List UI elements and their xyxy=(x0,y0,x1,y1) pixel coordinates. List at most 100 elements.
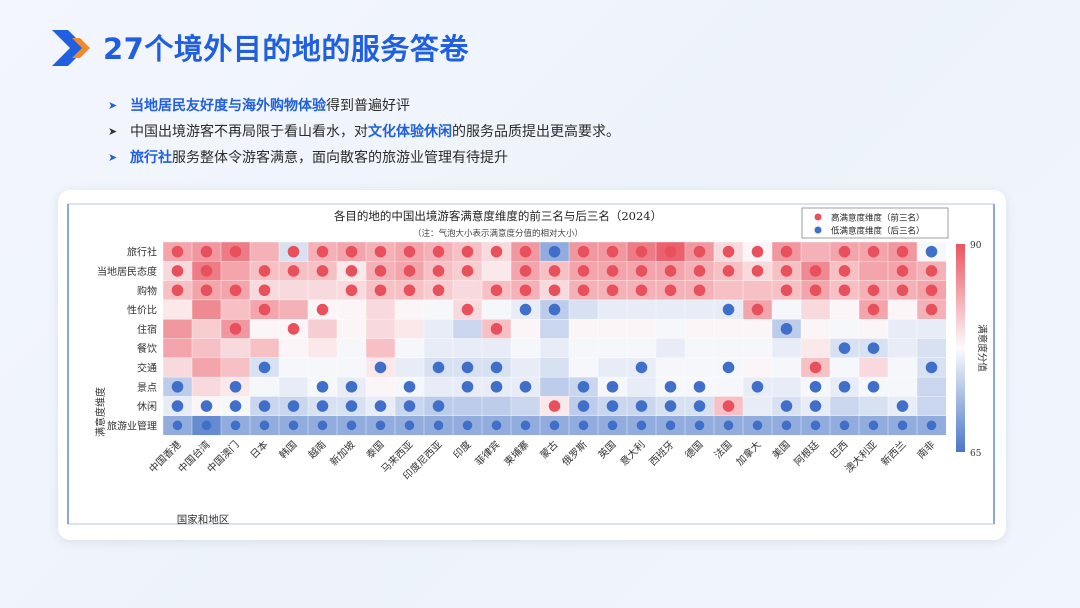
low-satisfaction-bubble xyxy=(345,400,358,412)
high-satisfaction-bubble xyxy=(171,245,184,258)
y-tick-label: 休闲 xyxy=(137,400,157,413)
heatmap-cell xyxy=(423,376,454,397)
heatmap-cell xyxy=(829,299,860,320)
heatmap-cell xyxy=(162,338,193,359)
heatmap-cell xyxy=(800,338,831,359)
heatmap-cell xyxy=(742,396,773,417)
heatmap-cell xyxy=(162,357,193,378)
y-axis-label: 满意度维度 xyxy=(94,387,107,437)
heatmap-cell xyxy=(423,318,454,339)
low-satisfaction-bubble xyxy=(519,303,532,316)
heatmap-cell xyxy=(481,396,512,417)
heatmap-cell xyxy=(858,261,889,282)
low-satisfaction-bubble xyxy=(403,380,416,393)
legend-label: 低满意度维度（后三名） xyxy=(831,226,925,237)
low-satisfaction-bubble xyxy=(839,420,850,431)
heatmap-cell xyxy=(481,261,512,282)
heatmap-cell xyxy=(336,299,367,320)
low-satisfaction-bubble xyxy=(520,420,531,431)
x-tick-label: 法国 xyxy=(711,438,734,461)
heatmap-cell xyxy=(597,299,628,320)
heatmap-cell xyxy=(800,241,831,262)
heatmap-cell xyxy=(800,318,831,339)
low-satisfaction-bubble xyxy=(809,400,822,412)
low-satisfaction-bubble xyxy=(838,342,851,354)
heatmap-cell xyxy=(539,318,570,339)
high-satisfaction-bubble xyxy=(606,245,619,258)
bullet-text: 的服务品质提出更高要求。 xyxy=(452,124,620,140)
x-tick-label: 韩国 xyxy=(276,438,299,461)
low-satisfaction-bubble xyxy=(461,361,474,374)
high-satisfaction-bubble xyxy=(635,284,648,297)
x-tick-label: 蒙古 xyxy=(537,438,560,461)
high-satisfaction-bubble xyxy=(432,284,445,297)
low-satisfaction-bubble xyxy=(693,380,706,393)
high-satisfaction-bubble xyxy=(287,323,300,335)
heatmap-cell xyxy=(684,318,715,339)
low-satisfaction-bubble xyxy=(375,420,386,431)
heatmap-cell xyxy=(887,338,918,359)
heatmap-cell xyxy=(423,338,454,359)
high-satisfaction-bubble xyxy=(896,245,909,258)
heatmap-cell xyxy=(742,318,773,339)
x-tick-label: 新西兰 xyxy=(878,438,908,468)
heatmap-cell xyxy=(278,280,309,301)
high-satisfaction-bubble xyxy=(171,265,184,277)
high-satisfaction-bubble xyxy=(693,284,706,297)
low-satisfaction-bubble xyxy=(490,380,503,393)
y-tick-label: 购物 xyxy=(137,284,157,297)
heatmap-cell xyxy=(539,357,570,378)
low-satisfaction-bubble xyxy=(723,420,734,431)
heatmap-cell xyxy=(858,318,889,339)
low-satisfaction-bubble xyxy=(172,420,183,431)
low-satisfaction-bubble xyxy=(578,420,589,431)
high-satisfaction-bubble xyxy=(925,265,938,277)
high-satisfaction-bubble xyxy=(316,265,329,277)
heatmap-cell xyxy=(510,396,541,417)
heatmap-cell xyxy=(365,376,396,397)
low-satisfaction-bubble xyxy=(404,420,415,431)
heatmap-cell xyxy=(568,338,599,359)
low-satisfaction-bubble xyxy=(490,361,503,374)
high-satisfaction-bubble xyxy=(606,265,619,277)
heatmap-cell xyxy=(713,280,744,301)
x-tick-label: 日本 xyxy=(247,438,270,461)
low-satisfaction-bubble xyxy=(896,400,909,412)
high-satisfaction-bubble xyxy=(867,284,880,297)
high-satisfaction-bubble xyxy=(432,265,445,277)
heatmap-cell xyxy=(916,318,947,339)
heatmap-cell xyxy=(713,318,744,339)
bullet-highlight: 旅行社 xyxy=(130,150,172,166)
x-tick-label: 泰国 xyxy=(363,438,386,461)
low-satisfaction-bubble xyxy=(664,380,677,393)
low-satisfaction-bubble xyxy=(432,361,445,374)
low-satisfaction-bubble xyxy=(867,342,880,354)
heatmap-cell xyxy=(220,357,251,378)
heatmap-cell xyxy=(220,338,251,359)
heatmap-cell xyxy=(162,299,193,320)
heatmap-cell xyxy=(249,338,280,359)
high-satisfaction-bubble xyxy=(809,284,822,297)
high-satisfaction-bubble xyxy=(896,284,909,297)
low-satisfaction-bubble xyxy=(201,420,212,431)
x-tick-label: 美国 xyxy=(769,438,792,461)
low-satisfaction-bubble xyxy=(346,420,357,431)
high-satisfaction-bubble xyxy=(287,265,300,277)
bullet-text: 服务整体令游客满意，面向散客的旅游业管理有待提升 xyxy=(172,150,508,166)
heatmap-cell xyxy=(365,299,396,320)
heatmap-cell xyxy=(655,357,686,378)
y-tick-label: 性价比 xyxy=(127,304,157,317)
high-satisfaction-bubble xyxy=(722,245,735,258)
heatmap-cell xyxy=(800,299,831,320)
heatmap-cell xyxy=(742,357,773,378)
heatmap-cell xyxy=(510,357,541,378)
heatmap-cell xyxy=(423,299,454,320)
heatmap-cell xyxy=(539,376,570,397)
low-satisfaction-bubble xyxy=(461,380,474,393)
x-tick-label: 印度 xyxy=(450,438,473,461)
x-tick-label: 澳大利亚 xyxy=(842,438,879,475)
high-satisfaction-bubble xyxy=(577,265,590,277)
high-satisfaction-bubble xyxy=(461,245,474,258)
low-satisfaction-bubble xyxy=(926,420,937,431)
low-satisfaction-bubble xyxy=(288,420,299,431)
